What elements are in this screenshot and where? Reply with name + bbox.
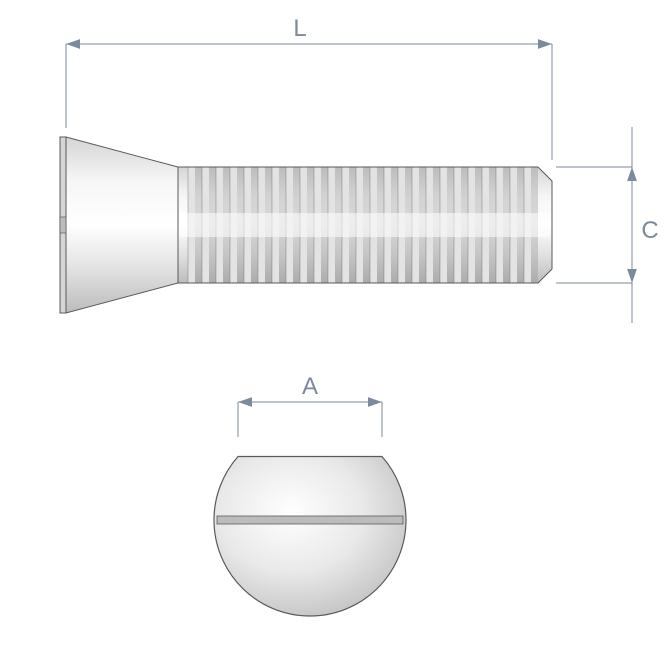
screw-side-view: [60, 137, 552, 313]
dimension-C: [556, 127, 637, 323]
label-C: C: [641, 217, 658, 244]
technical-drawing: L C A: [0, 0, 670, 670]
screw-end-view: [214, 457, 406, 616]
dimension-L: [66, 39, 552, 160]
label-A: A: [302, 373, 318, 400]
dimension-A: [238, 397, 382, 437]
label-L: L: [293, 15, 306, 42]
